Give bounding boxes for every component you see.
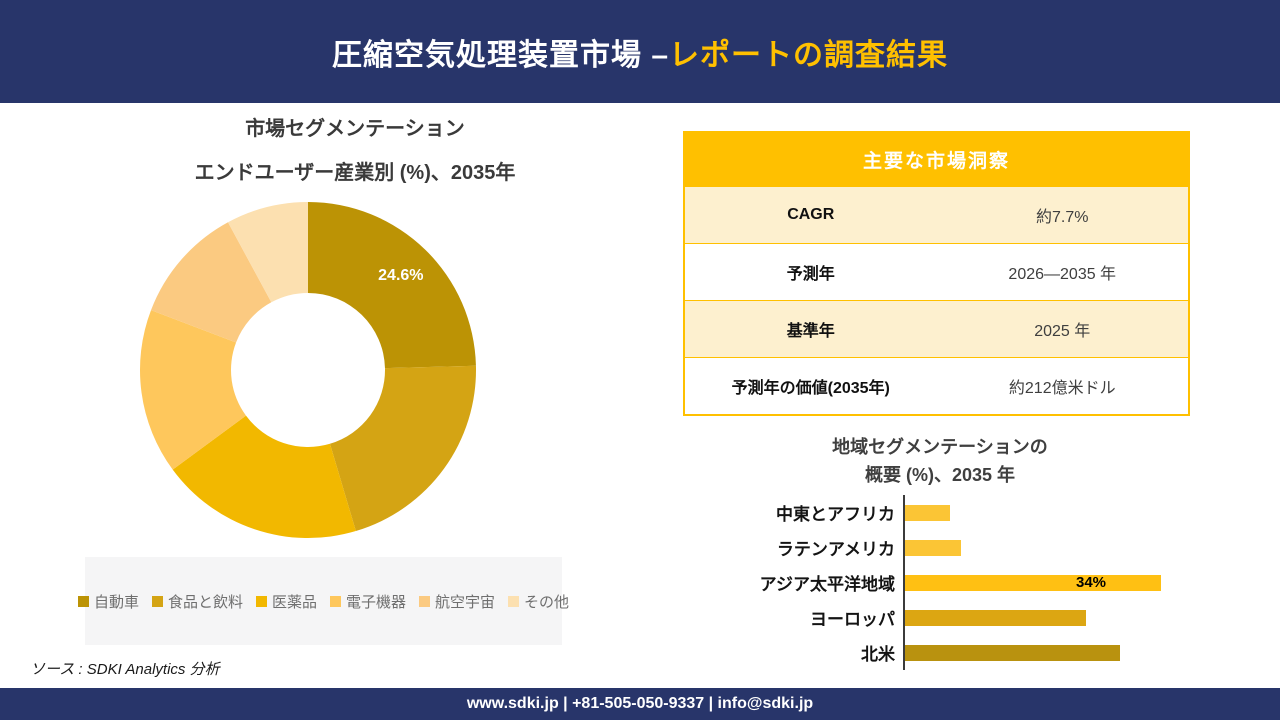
insights-row-label: CAGR: [787, 206, 835, 223]
page-title-main: 圧縮空気処理装置市場 –: [331, 38, 670, 72]
bar-chart-title: 地域セグメンテーションの 概要 (%)、2035 年: [700, 434, 1180, 490]
bar-row: ラテンアメリカ: [680, 530, 1240, 565]
donut-chart-svg: 24.6%: [139, 202, 476, 538]
donut-segment: [172, 415, 356, 538]
insights-row-value: 2026—2035 年: [1008, 266, 1117, 283]
legend-swatch-icon: [419, 595, 431, 607]
donut-segment: [308, 202, 476, 369]
legend-swatch-icon: [508, 595, 520, 607]
donut-segment: [139, 310, 246, 470]
bar-category-label: 北米: [861, 645, 895, 664]
bar: 34%: [905, 574, 1162, 591]
insights-row-label: 予測年の価値(2035年): [731, 380, 890, 397]
legend-label: 航空宇宙: [435, 593, 496, 611]
bar-row: 北米: [680, 635, 1240, 670]
bar-category-label: 中東とアフリカ: [776, 505, 895, 524]
bar-chart-title-line2: 概要 (%)、2035 年: [864, 464, 1016, 485]
legend-item: 航空宇宙: [419, 591, 495, 612]
page-title: 圧縮空気処理装置市場 –レポートの調査結果: [332, 30, 948, 74]
insights-table-row: CAGR 約7.7%: [685, 186, 1188, 243]
donut-segment: [329, 365, 476, 532]
insights-row-value: 約212億米ドル: [1008, 380, 1116, 397]
legend-item: 電子機器: [330, 591, 406, 612]
legend-item: 医薬品: [255, 591, 317, 612]
legend-swatch-icon: [330, 595, 341, 607]
bar-category-label: アジア太平洋地域: [759, 575, 895, 594]
bar-plot-area: [903, 530, 1240, 565]
source-note: ソース : SDKI Analytics 分析: [30, 661, 220, 678]
insights-row-label: 予測年: [786, 266, 835, 283]
bar-plot-area: [903, 635, 1240, 670]
donut-chart-title: 市場セグメンテーション: [245, 118, 465, 140]
legend-item: 食品と飲料: [151, 591, 243, 612]
donut-data-label: 24.6%: [378, 267, 423, 284]
bar-chart-title-line1: 地域セグメンテーションの: [832, 437, 1048, 457]
bar: [905, 504, 951, 521]
donut-legend: 自動車 食品と飲料 医薬品 電子機器 航空宇宙 その他: [77, 557, 569, 645]
legend-label: 医薬品: [271, 593, 317, 611]
bar-row: アジア太平洋地域 34%: [680, 565, 1240, 600]
legend-label: その他: [524, 593, 570, 611]
insights-table-row: 予測年 2026—2035 年: [685, 243, 1188, 300]
insights-row-value: 2025 年: [1034, 323, 1091, 340]
donut-chart-subtitle: エンドユーザー産業別 (%)、2035年: [194, 162, 516, 184]
regional-bar-chart: 中東とアフリカ ラテンアメリカアジア太平洋地域 34% ヨーロッパ北米: [680, 495, 1240, 670]
legend-label: 自動車: [93, 593, 139, 611]
legend-label: 電子機器: [346, 593, 407, 611]
bar-plot-area: [903, 495, 1240, 530]
footer-contact: www.sdki.jp | +81-505-050-9337 | info@sd…: [466, 695, 814, 712]
insights-table-rows: CAGR 約7.7% 予測年 2026—2035 年基準年 2025 年予測年の価値(2…: [685, 186, 1188, 414]
bar-category-label: ラテンアメリカ: [776, 540, 895, 559]
legend-item: その他: [508, 591, 569, 612]
footer-bar: www.sdki.jp | +81-505-050-9337 | info@sd…: [0, 688, 1280, 720]
legend-swatch-icon: [255, 595, 267, 607]
bar: [905, 644, 1120, 661]
bar: [905, 609, 1086, 626]
bar-row: ヨーロッパ: [680, 600, 1240, 635]
insights-table-row: 予測年の価値(2035年) 約212億米ドル: [685, 357, 1188, 414]
insights-table-row: 基準年 2025 年: [685, 300, 1188, 357]
donut-segment: [227, 202, 308, 303]
insights-row-value: 約7.7%: [1036, 209, 1089, 226]
donut-chart: 24.6%: [138, 200, 478, 540]
bar-row: 中東とアフリカ: [680, 495, 1240, 530]
insights-table-header: 主要な市場洞察: [685, 133, 1188, 186]
legend-swatch-icon: [77, 595, 89, 607]
page-title-accent: レポートの調査結果: [669, 38, 949, 72]
insights-row-label: 基準年: [786, 323, 835, 340]
bar-data-label: 34%: [1075, 574, 1107, 591]
key-insights-table: 主要な市場洞察 CAGR 約7.7% 予測年 2026—2035 年基準年 2025 年…: [683, 131, 1190, 416]
bar-plot-area: 34%: [903, 565, 1240, 600]
header-banner: 圧縮空気処理装置市場 –レポートの調査結果: [0, 0, 1280, 103]
legend-swatch-icon: [151, 595, 163, 607]
donut-segment: [151, 222, 272, 343]
legend-item: 自動車: [77, 591, 139, 612]
bar-plot-area: [903, 600, 1240, 635]
bar: [905, 539, 962, 556]
legend-label: 食品と飲料: [167, 593, 243, 611]
bar-category-label: ヨーロッパ: [810, 610, 895, 629]
